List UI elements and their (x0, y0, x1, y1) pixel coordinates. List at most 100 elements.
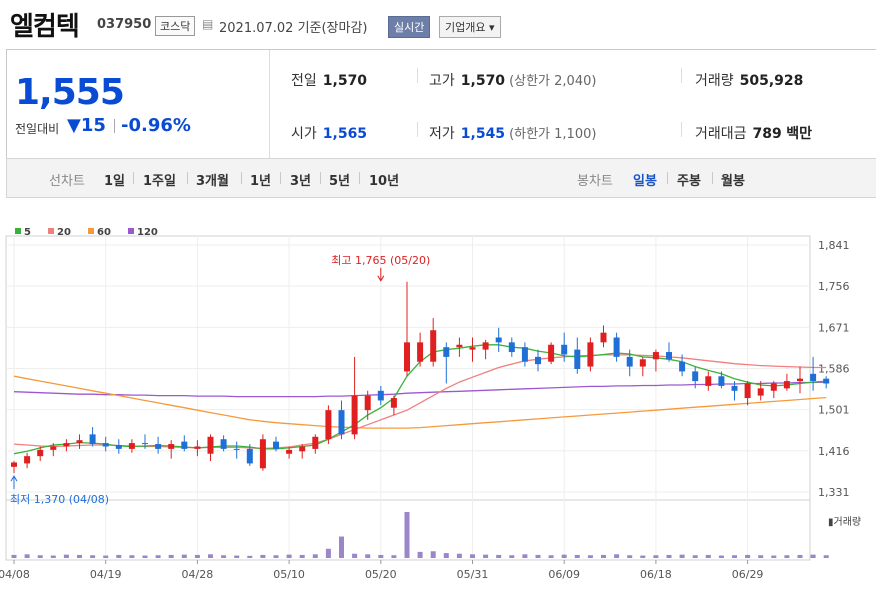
candle-body (783, 381, 790, 389)
candle-body (495, 337, 502, 343)
candle-body (417, 342, 424, 362)
candle-body (325, 410, 332, 440)
candle (259, 434, 266, 471)
volume-bar (509, 555, 515, 558)
change-label: 전일대비 (15, 122, 60, 136)
volume-bar (640, 555, 646, 558)
tab-1y[interactable]: 1년 (250, 174, 272, 189)
stock-code: 037950 (97, 17, 152, 32)
current-price: 1,555 (15, 72, 125, 113)
volume-bar (443, 553, 449, 558)
candle-body (692, 371, 699, 382)
volume-bar (299, 554, 305, 558)
volume-bars (11, 512, 829, 558)
moving-averages (13, 344, 827, 455)
candle (207, 434, 214, 462)
candle-body (508, 342, 515, 353)
candle (731, 381, 738, 401)
candle (246, 444, 253, 466)
volume-bar (470, 554, 475, 558)
tab-10y[interactable]: 10년 (369, 174, 400, 189)
tab-1d[interactable]: 1일 (104, 174, 126, 189)
company-info-dropdown[interactable]: 기업개요 ▾ (439, 16, 501, 38)
realtime-button[interactable]: 실시간 (388, 16, 431, 38)
divider (280, 172, 281, 184)
candle (299, 444, 306, 459)
volume-bar (548, 555, 554, 558)
candle-body (482, 342, 489, 350)
volume-bar (181, 554, 187, 558)
candle-body (679, 361, 686, 372)
candle (390, 395, 397, 415)
y-tick-label: 1,671 (818, 321, 850, 334)
volume-bar (116, 554, 122, 558)
volume-bar (745, 554, 751, 558)
tab-monthly[interactable]: 월봉 (721, 174, 745, 189)
candle-body (430, 330, 437, 362)
candle-body (299, 446, 306, 452)
volume-bar (627, 555, 633, 558)
volume-bar (758, 555, 764, 558)
volume-bar (77, 554, 82, 558)
divider (133, 172, 134, 184)
line-chart-label: 선차트 (49, 174, 85, 189)
volume-bar (325, 548, 331, 558)
divider (241, 172, 242, 184)
candle (24, 452, 31, 469)
candle (168, 440, 175, 459)
candle-body (115, 445, 122, 449)
x-tick-label: 05/10 (273, 568, 305, 581)
volume-bar (155, 555, 161, 558)
volume-bar (50, 555, 56, 558)
x-tick-label: 06/18 (640, 568, 672, 581)
tab-weekly[interactable]: 주봉 (677, 174, 701, 189)
volume-bar (561, 554, 567, 558)
candle (548, 342, 555, 365)
grid-lines (6, 236, 810, 560)
tab-1w[interactable]: 1주일 (143, 174, 176, 189)
candle (377, 385, 384, 406)
volume-bar (522, 554, 528, 558)
volume-bar (391, 555, 397, 558)
x-tick-label: 04/28 (182, 568, 214, 581)
max-arrow-head (377, 275, 385, 282)
candle (220, 435, 227, 452)
candle (587, 337, 594, 372)
x-tick-label: 05/31 (457, 568, 489, 581)
high-price: 고가 1,570 (상한가 2,040) (429, 73, 597, 89)
volume-bar (273, 555, 279, 558)
y-axis: 1,841 1,756 1,671 1,586 1,501 1,416 1,331 (818, 239, 850, 499)
volume-bar (63, 554, 69, 558)
candle-body (37, 449, 44, 457)
tab-3m[interactable]: 3개월 (196, 174, 229, 189)
ma120-line (13, 381, 827, 398)
candle (37, 446, 44, 462)
market-badge: 코스닥 (155, 16, 196, 36)
tab-daily[interactable]: 일봉 (633, 174, 657, 189)
volume-bar (483, 554, 489, 558)
volume-bar (37, 555, 43, 558)
tab-5y[interactable]: 5년 (329, 174, 351, 189)
x-axis: 04/08 04/19 04/28 05/10 05/20 05/31 06/09 06/18… (0, 560, 763, 581)
legend-swatch (48, 228, 54, 234)
trade-volume: 거래량 505,928 (695, 73, 804, 89)
volume-bar (24, 554, 30, 558)
candle-body (194, 446, 201, 449)
candle-body (731, 385, 738, 391)
candle (338, 400, 345, 440)
candle-body (207, 436, 214, 454)
candle (639, 356, 646, 377)
volume-bar (142, 555, 148, 558)
chart-tabs: 선차트 1일 1주일 3개월 1년 3년 5년 10년 봉차트 일봉 주봉 월봉 (6, 158, 876, 198)
candle (364, 390, 371, 420)
volume-label: ▮거래량 (828, 516, 861, 528)
ma-legend: 5 20 60 120 (15, 227, 158, 238)
tab-3y[interactable]: 3년 (290, 174, 312, 189)
min-label: 최저 1,370 (04/08) (10, 493, 109, 506)
x-tick-label: 06/29 (732, 568, 764, 581)
quote-date: 2021.07.02 기준(장마감) (219, 21, 368, 36)
divider (712, 172, 713, 184)
divider (681, 68, 682, 83)
volume-bar (352, 553, 358, 558)
volume-bar (679, 554, 685, 558)
